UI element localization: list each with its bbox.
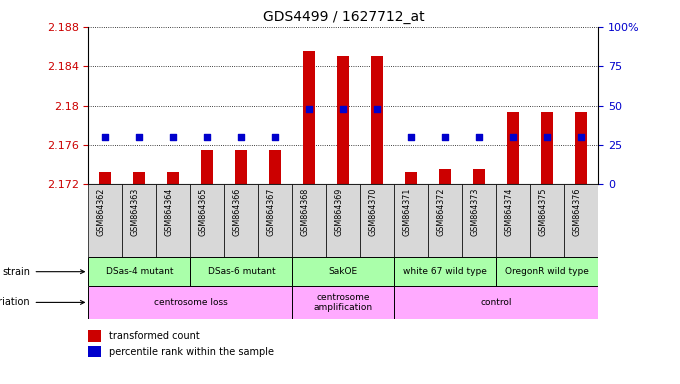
Bar bbox=[326, 184, 360, 257]
Point bbox=[440, 134, 451, 140]
Bar bbox=[371, 56, 384, 184]
Bar bbox=[88, 257, 190, 286]
Text: GSM864372: GSM864372 bbox=[437, 188, 445, 237]
Bar bbox=[190, 184, 224, 257]
Point bbox=[508, 134, 519, 140]
Bar bbox=[292, 257, 394, 286]
Bar bbox=[564, 184, 598, 257]
Text: GSM864367: GSM864367 bbox=[267, 188, 275, 236]
Point bbox=[236, 134, 247, 140]
Text: DSas-4 mutant: DSas-4 mutant bbox=[105, 267, 173, 276]
Text: white 67 wild type: white 67 wild type bbox=[403, 267, 488, 276]
Text: GSM864368: GSM864368 bbox=[301, 188, 309, 236]
Text: DSas-6 mutant: DSas-6 mutant bbox=[207, 267, 275, 276]
Text: transformed count: transformed count bbox=[109, 331, 199, 341]
Text: genotype/variation: genotype/variation bbox=[0, 297, 84, 308]
Bar bbox=[439, 169, 452, 184]
Bar bbox=[201, 150, 214, 184]
Text: centrosome
amplification: centrosome amplification bbox=[314, 293, 373, 312]
Text: percentile rank within the sample: percentile rank within the sample bbox=[109, 347, 274, 357]
Bar bbox=[88, 184, 122, 257]
Bar bbox=[292, 184, 326, 257]
Text: GSM864365: GSM864365 bbox=[199, 188, 207, 236]
Point bbox=[542, 134, 553, 140]
Text: GSM864376: GSM864376 bbox=[573, 188, 581, 236]
Bar bbox=[428, 184, 462, 257]
Bar bbox=[190, 257, 292, 286]
Text: GSM864364: GSM864364 bbox=[165, 188, 173, 236]
Bar bbox=[394, 286, 598, 319]
Bar bbox=[496, 257, 598, 286]
Bar bbox=[88, 330, 101, 342]
Bar bbox=[269, 150, 282, 184]
Bar bbox=[394, 257, 496, 286]
Text: centrosome loss: centrosome loss bbox=[154, 298, 227, 307]
Bar bbox=[99, 172, 112, 184]
Point bbox=[576, 134, 587, 140]
Bar bbox=[88, 286, 292, 319]
Point bbox=[270, 134, 281, 140]
Bar bbox=[575, 113, 588, 184]
Bar bbox=[303, 51, 316, 184]
Text: GSM864375: GSM864375 bbox=[539, 188, 547, 237]
Point bbox=[372, 106, 383, 112]
Bar bbox=[88, 346, 101, 358]
Text: GSM864371: GSM864371 bbox=[403, 188, 411, 236]
Bar bbox=[360, 184, 394, 257]
Text: GSM864370: GSM864370 bbox=[369, 188, 377, 236]
Text: GSM864373: GSM864373 bbox=[471, 188, 479, 236]
Text: strain: strain bbox=[3, 266, 84, 277]
Bar bbox=[473, 169, 486, 184]
Point bbox=[406, 134, 417, 140]
Bar bbox=[133, 172, 146, 184]
Text: GSM864363: GSM864363 bbox=[131, 188, 139, 236]
Bar bbox=[167, 172, 180, 184]
Bar bbox=[258, 184, 292, 257]
Point bbox=[100, 134, 111, 140]
Text: SakOE: SakOE bbox=[329, 267, 358, 276]
Bar bbox=[224, 184, 258, 257]
Bar bbox=[235, 150, 248, 184]
Text: GSM864362: GSM864362 bbox=[97, 188, 105, 236]
Point bbox=[168, 134, 179, 140]
Bar bbox=[507, 113, 520, 184]
Bar bbox=[292, 286, 394, 319]
Bar bbox=[530, 184, 564, 257]
Text: GSM864369: GSM864369 bbox=[335, 188, 343, 236]
Bar bbox=[156, 184, 190, 257]
Point bbox=[474, 134, 485, 140]
Point bbox=[338, 106, 349, 112]
Bar bbox=[541, 113, 554, 184]
Text: OregonR wild type: OregonR wild type bbox=[505, 267, 590, 276]
Text: GSM864366: GSM864366 bbox=[233, 188, 241, 236]
Title: GDS4499 / 1627712_at: GDS4499 / 1627712_at bbox=[262, 10, 424, 25]
Point bbox=[202, 134, 213, 140]
Bar bbox=[405, 172, 418, 184]
Text: GSM864374: GSM864374 bbox=[505, 188, 513, 236]
Point bbox=[304, 106, 315, 112]
Bar bbox=[462, 184, 496, 257]
Text: control: control bbox=[481, 298, 512, 307]
Point bbox=[134, 134, 145, 140]
Bar bbox=[122, 184, 156, 257]
Bar bbox=[394, 184, 428, 257]
Bar bbox=[337, 56, 350, 184]
Bar bbox=[496, 184, 530, 257]
